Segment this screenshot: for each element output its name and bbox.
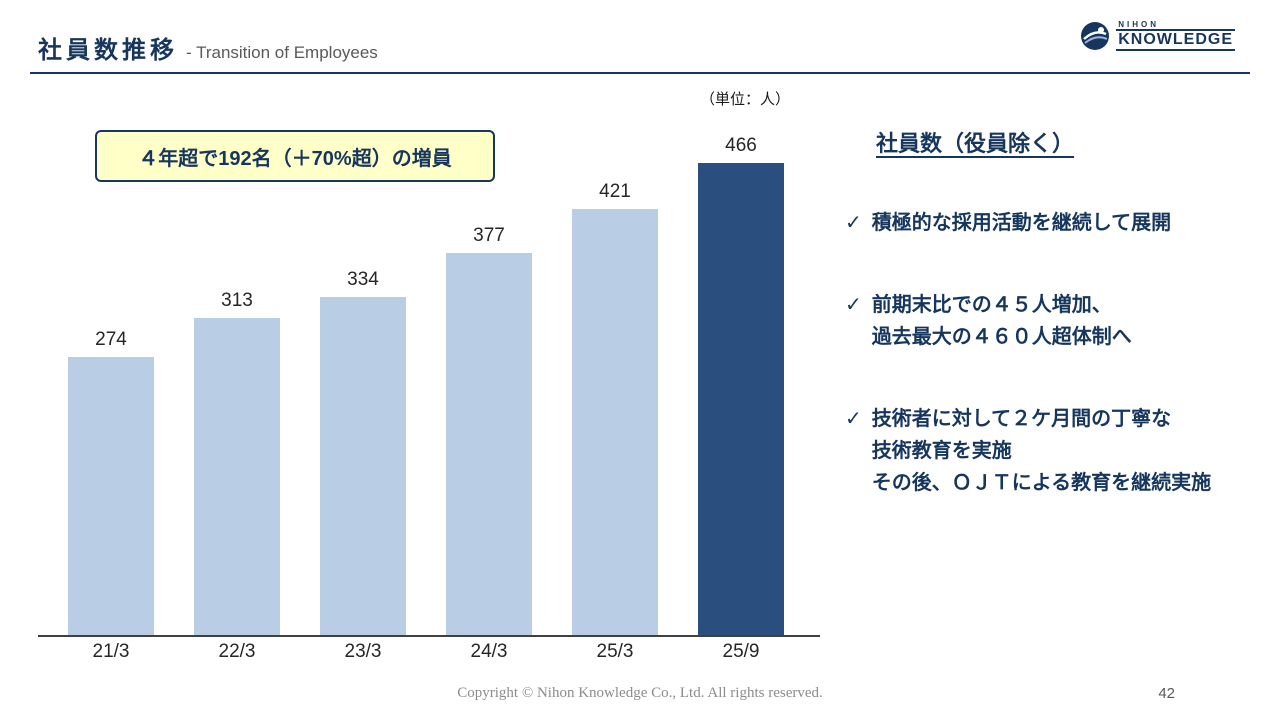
logo-text-bottom: KNOWLEDGE <box>1116 29 1235 52</box>
check-icon: ✓ <box>845 408 862 430</box>
bar-slot-25/3: 421 <box>552 135 678 635</box>
x-axis-labels: 21/3 22/3 23/3 24/3 25/3 25/9 <box>48 641 804 663</box>
bullet-list: ✓ 積極的な採用活動を継続して展開 ✓ 前期末比での４５人増加、 過去最大の４６０人超体… <box>845 207 1265 549</box>
bullet-item: ✓ 積極的な採用活動を継続して展開 <box>845 207 1265 239</box>
bullet-item: ✓ 技術者に対して２ケ月間の丁寧な 技術教育を実施 その後、ＯＪＴによる教育を継続実施 <box>845 403 1265 499</box>
bar-highlighted <box>698 163 784 635</box>
title-japanese: 社員数推移 <box>38 37 178 64</box>
copyright-text: Copyright © Nihon Knowledge Co., Ltd. Al… <box>457 685 823 701</box>
bar-value-label: 377 <box>473 225 505 246</box>
x-axis-label: 22/3 <box>218 641 256 662</box>
bar-chart: 274 313 334 377 421 466 <box>38 100 820 637</box>
bullet-text: 積極的な採用活動を継続して展開 <box>871 212 1172 234</box>
bar-slot-21/3: 274 <box>48 135 174 635</box>
bar-value-label: 466 <box>725 135 757 156</box>
bar-slot-24/3: 377 <box>426 135 552 635</box>
callout-box: ４年超で192名（＋70%超）の増員 <box>95 130 495 182</box>
title-divider <box>30 72 1250 74</box>
globe-icon <box>1081 21 1110 50</box>
check-icon: ✓ <box>845 212 862 234</box>
bar-value-label: 334 <box>347 269 379 290</box>
bullet-text: 技術者に対して２ケ月間の丁寧な 技術教育を実施 その後、ＯＪＴによる教育を継続実施 <box>871 408 1212 494</box>
bar-value-label: 421 <box>599 181 631 202</box>
bar <box>446 253 532 635</box>
bar <box>194 318 280 635</box>
bar-slot-25/9: 466 <box>678 135 804 635</box>
bar <box>320 297 406 635</box>
unit-label: （単位：人） <box>700 91 791 108</box>
bar-value-label: 313 <box>221 290 253 311</box>
page-title: 社員数推移 - Transition of Employees <box>38 30 378 65</box>
bar <box>68 357 154 635</box>
x-axis-label: 21/3 <box>92 641 130 662</box>
bullet-item: ✓ 前期末比での４５人増加、 過去最大の４６０人超体制へ <box>845 289 1265 353</box>
bar-slot-22/3: 313 <box>174 135 300 635</box>
x-axis-label: 23/3 <box>344 641 382 662</box>
bars-container: 274 313 334 377 421 466 <box>48 135 804 635</box>
logo-text-top: NIHON <box>1118 20 1159 29</box>
x-axis-label: 25/3 <box>596 641 634 662</box>
title-english: - Transition of Employees <box>186 43 378 62</box>
bar-slot-23/3: 334 <box>300 135 426 635</box>
bar <box>572 209 658 635</box>
bar-value-label: 274 <box>95 329 127 350</box>
panel-heading: 社員数（役員除く） <box>876 131 1075 156</box>
logo-text: NIHON KNOWLEDGE <box>1116 20 1235 52</box>
check-icon: ✓ <box>845 294 862 316</box>
page-number: 42 <box>1158 685 1175 702</box>
x-axis-label: 25/9 <box>722 641 760 662</box>
bullet-text: 前期末比での４５人増加、 過去最大の４６０人超体制へ <box>871 294 1132 348</box>
x-axis-label: 24/3 <box>470 641 508 662</box>
company-logo: NIHON KNOWLEDGE <box>1080 20 1235 52</box>
